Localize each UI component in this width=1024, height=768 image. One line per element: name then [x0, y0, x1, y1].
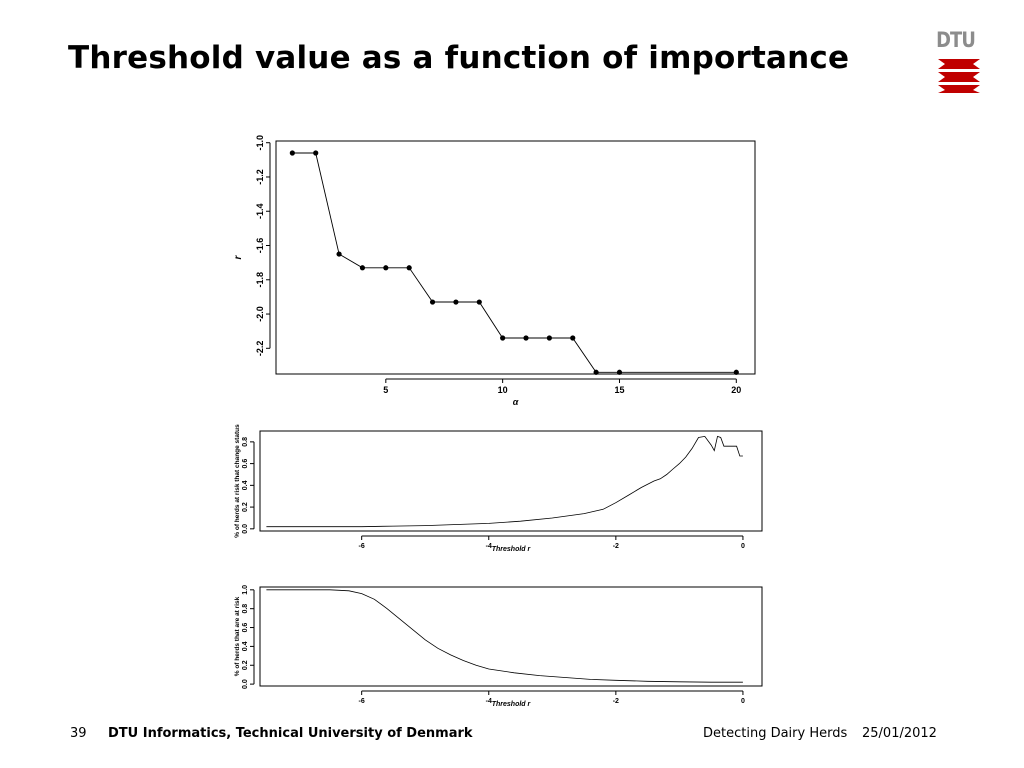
data-point [406, 265, 412, 271]
y-tick-label: -1.6 [255, 238, 265, 254]
y-tick-label: 0.4 [242, 480, 249, 490]
x-tick-label: -4 [486, 698, 492, 705]
x-axis-label: Threshold r [492, 701, 532, 708]
plot-frame [275, 140, 756, 375]
y-tick-label: 1.0 [242, 585, 249, 595]
y-tick-label: 0.2 [242, 660, 249, 670]
y-tick-label: 0.6 [242, 623, 249, 633]
series-line [266, 435, 743, 528]
x-tick-label: 0 [741, 698, 745, 705]
x-tick-label: -4 [486, 543, 492, 550]
footer-organization: DTU Informatics, Technical University of… [108, 726, 473, 741]
data-point [570, 335, 576, 341]
y-tick-label: -1.2 [255, 169, 265, 185]
footer-date: 25/01/2012 [862, 726, 937, 741]
data-point [523, 335, 529, 341]
data-point [476, 299, 482, 305]
plot-frame [259, 586, 763, 687]
y-axis-label: % of herds that are at risk [234, 596, 241, 676]
x-axis-label: α [513, 397, 519, 407]
data-point [336, 251, 342, 257]
data-point [546, 335, 552, 341]
x-tick-label: -2 [613, 543, 619, 550]
slide-title: Threshold value as a function of importa… [68, 40, 850, 76]
footer-talk-title: Detecting Dairy Herds [703, 726, 848, 741]
y-tick-label: -1.0 [255, 135, 265, 151]
y-tick-label: 0.8 [242, 437, 249, 447]
y-tick-label: 0.8 [242, 604, 249, 614]
data-point [313, 150, 319, 156]
x-axis-label: Threshold r [492, 546, 532, 553]
x-tick-label: 10 [498, 385, 508, 395]
footer-page-number: 39 [70, 726, 87, 741]
x-tick-label: 15 [614, 385, 624, 395]
data-point [593, 369, 599, 375]
dtu-logo-text: DTU [936, 28, 976, 52]
x-tick-label: 5 [383, 385, 388, 395]
x-tick-label: 0 [741, 543, 745, 550]
y-tick-label: 0.2 [242, 502, 249, 512]
x-tick-label: -6 [359, 698, 365, 705]
chart-2: 0.0 0.2 0.4 0.6 0.8 -6 -4 -2 0 Threshold r % of he… [234, 424, 763, 553]
data-point [289, 150, 295, 156]
series-line [266, 589, 743, 683]
data-point [453, 299, 459, 305]
y-tick-label: -2.2 [255, 341, 265, 357]
series-line [292, 152, 737, 373]
y-tick-label: 0.0 [242, 524, 249, 534]
y-axis-label: r [233, 254, 244, 259]
y-tick-label: -1.8 [255, 272, 265, 288]
chart-3: 0.0 0.2 0.4 0.6 0.8 1.0 -6 -4 -2 0 Threshold r % of… [234, 585, 763, 708]
plot-frame [259, 430, 763, 532]
y-axis-label: % of herds at risk that change status [234, 424, 241, 538]
x-tick-label: 20 [731, 385, 741, 395]
y-tick-label: -2.0 [255, 306, 265, 322]
data-point [359, 265, 366, 271]
data-point [616, 369, 623, 375]
data-point [733, 369, 739, 375]
y-tick-label: 0.0 [242, 679, 249, 689]
data-point [383, 265, 389, 271]
dtu-logo: DTU [936, 28, 982, 94]
x-tick-label: -2 [613, 698, 619, 705]
x-tick-label: -6 [359, 543, 365, 550]
y-tick-label: -1.4 [255, 203, 265, 219]
dtu-logo-emblem-icon [938, 59, 980, 93]
y-tick-label: 0.6 [242, 459, 249, 469]
data-point [500, 335, 506, 341]
data-point [429, 299, 436, 305]
chart-1: -1.0 -1.2 -1.4 -1.6 -1.8 -2.0 -2.2 5 10 15 20 α r [233, 135, 756, 407]
y-tick-label: 0.4 [242, 641, 249, 651]
